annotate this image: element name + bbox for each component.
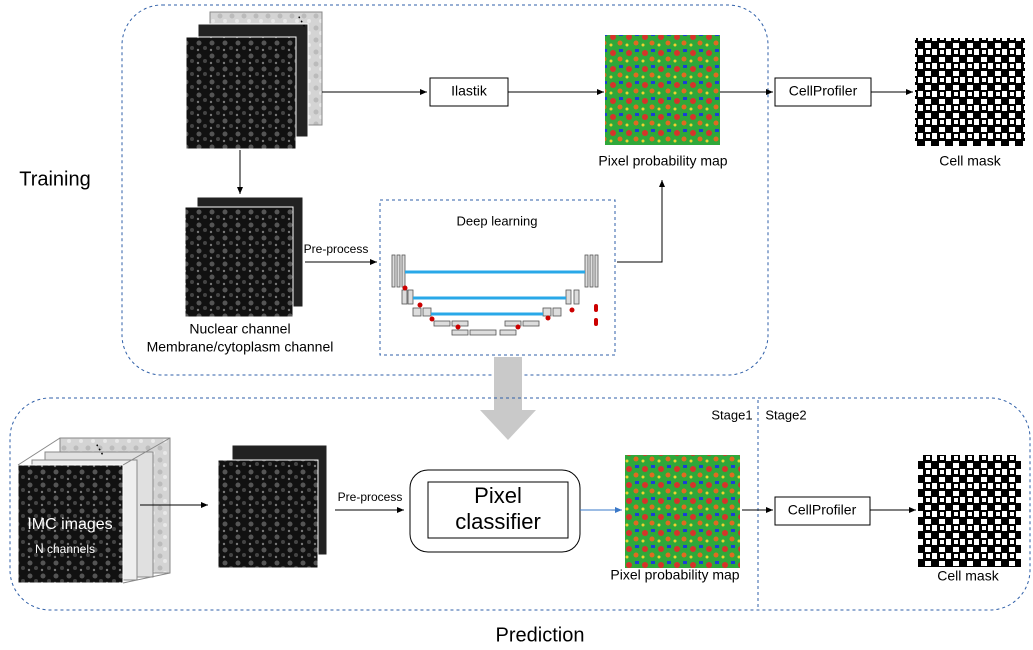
cellprofiler-label: CellProfiler (788, 502, 857, 518)
cell-mask-image (918, 455, 1021, 567)
probability-map-image (625, 455, 740, 568)
image-layer (186, 37, 296, 149)
probability-map-label: Pixel probability map (598, 153, 727, 169)
channel-label: Nuclear channel (189, 321, 290, 337)
body: Training ⋮ Ilastik Pixel probability map… (0, 0, 1033, 650)
cell-mask-label: Cell mask (939, 153, 1001, 169)
page: {"training": {"label": "Training", "ilas… (0, 0, 1033, 650)
preprocess-label: Pre-process (304, 242, 369, 256)
preprocess-label: Pre-process (338, 490, 403, 504)
unet-sketch (392, 255, 598, 335)
ilastik-label: Ilastik (451, 83, 488, 99)
classifier-label: classifier (455, 509, 541, 534)
training-label: Training (19, 168, 91, 190)
channel-label: Membrane/cytoplasm channel (147, 339, 334, 355)
arrow (617, 180, 662, 262)
probability-map-image (605, 35, 720, 145)
prediction-label: Prediction (496, 624, 585, 646)
input-label: IMC images (27, 516, 112, 533)
stage-label: Stage2 (765, 407, 806, 422)
imc-cube (18, 438, 170, 583)
image-layer (218, 460, 318, 568)
cell-mask-label: Cell mask (937, 568, 999, 584)
classifier-label: Pixel (474, 483, 522, 508)
image-layer (185, 207, 293, 317)
diagram: Training ⋮ Ilastik Pixel probability map… (0, 0, 1033, 650)
cell-mask-image (915, 38, 1025, 146)
stage-label: Stage1 (711, 407, 752, 422)
deep-learning-label: Deep learning (457, 213, 538, 228)
probability-map-label: Pixel probability map (610, 567, 739, 583)
input-label: N channels (35, 542, 95, 556)
cellprofiler-label: CellProfiler (789, 83, 858, 99)
